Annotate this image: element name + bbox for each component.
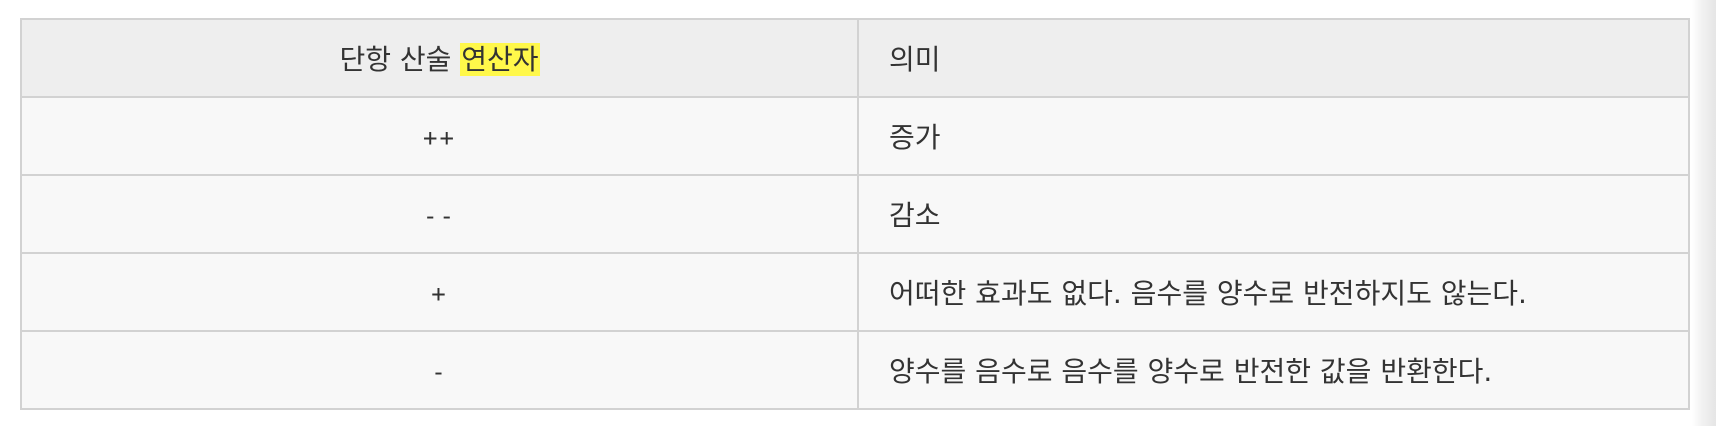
meaning-text: 어떠한 효과도 없다. 음수를 양수로 반전하지도 않는다. — [889, 277, 1527, 310]
operator-cell: + — [20, 252, 859, 332]
operator-cell: - — [20, 330, 859, 410]
unary-operator-table: 단항 산술 연산자 의미 ++ 증가 -- 감소 + 어떠한 효과도 없다. 음… — [20, 18, 1690, 410]
header-operator-cell: 단항 산술 연산자 — [20, 18, 859, 98]
operator-symbol: + — [431, 279, 448, 308]
meaning-text: 양수를 음수로 음수를 양수로 반전한 값을 반환한다. — [889, 355, 1493, 388]
meaning-cell: 감소 — [857, 174, 1690, 254]
table-row: -- 감소 — [20, 174, 1690, 254]
operator-symbol: -- — [423, 201, 456, 230]
operator-cell: ++ — [20, 96, 859, 176]
table-header-row: 단항 산술 연산자 의미 — [20, 18, 1690, 98]
meaning-text: 감소 — [889, 199, 941, 232]
header-operator-label: 단항 산술 — [339, 43, 461, 76]
table-row: ++ 증가 — [20, 96, 1690, 176]
header-meaning-cell: 의미 — [857, 18, 1690, 98]
table-row: + 어떠한 효과도 없다. 음수를 양수로 반전하지도 않는다. — [20, 252, 1690, 332]
meaning-cell: 증가 — [857, 96, 1690, 176]
right-edge-shadow — [1692, 0, 1716, 426]
operator-symbol: ++ — [423, 123, 456, 152]
meaning-cell: 어떠한 효과도 없다. 음수를 양수로 반전하지도 않는다. — [857, 252, 1690, 332]
operator-cell: -- — [20, 174, 859, 254]
meaning-cell: 양수를 음수로 음수를 양수로 반전한 값을 반환한다. — [857, 330, 1690, 410]
header-meaning-label: 의미 — [889, 43, 941, 76]
operator-symbol: - — [431, 357, 448, 386]
table-row: - 양수를 음수로 음수를 양수로 반전한 값을 반환한다. — [20, 330, 1690, 410]
highlighted-search-term: 연산자 — [460, 43, 540, 76]
meaning-text: 증가 — [889, 121, 941, 154]
